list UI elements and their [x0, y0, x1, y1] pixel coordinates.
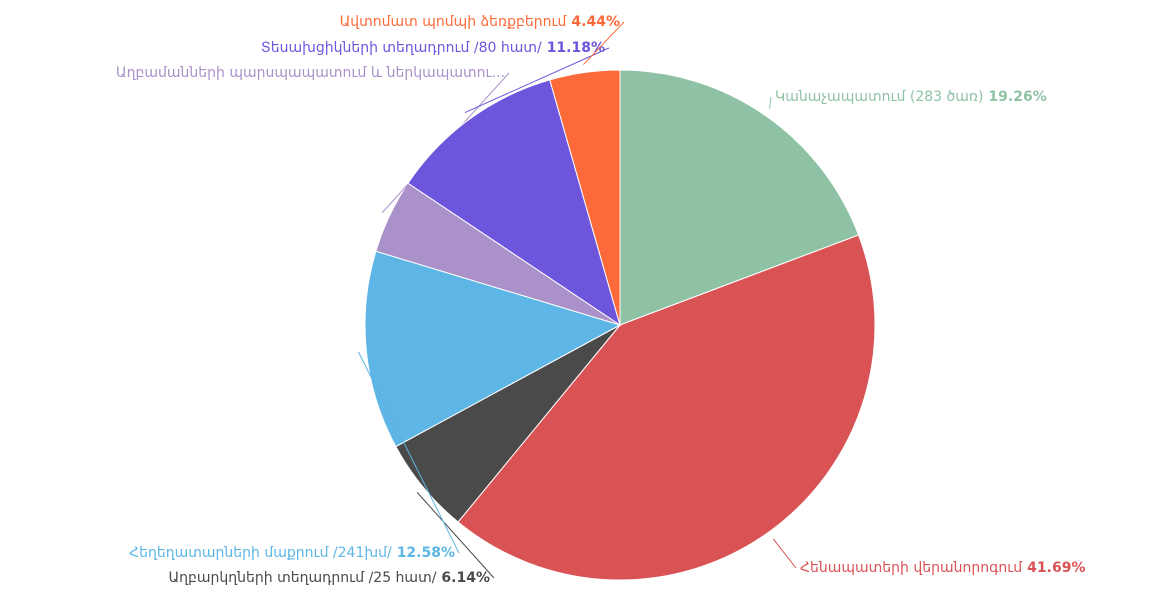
- slice-label: Կանաչապատում (283 ծառ) 19.26%: [775, 89, 1047, 105]
- slice-label: Տեսախցիկների տեղադրում /80 հատ/11.18%: [261, 40, 605, 56]
- slice-label: Հենապատերի վերանորոգում 41.69%: [800, 560, 1085, 576]
- slice-value: 6.14%: [441, 570, 490, 586]
- slice-value: 4.44%: [571, 14, 620, 30]
- leader-line: [769, 96, 772, 109]
- pie-slice: [364, 250, 622, 448]
- slice-value: 41.69%: [1027, 560, 1085, 576]
- leader-line: [357, 351, 460, 554]
- slice-label: Ավտոմատ պոմպի ձեռքբերում 4.44%: [340, 14, 620, 30]
- slice-label: Աղբարկղների տեղադրում /25 հատ/6.14%: [168, 570, 490, 586]
- leader-line: [583, 21, 625, 65]
- leader-line: [464, 47, 610, 113]
- slice-value: 12.58%: [397, 545, 455, 561]
- slice-label: Հեղեղատարների մաքրում /241խմ/12.58%: [129, 545, 455, 561]
- slice-name: Հենապատերի վերանորոգում: [800, 560, 1023, 576]
- slice-value: 11.18%: [547, 40, 605, 56]
- slice-name: Աղբարկղների տեղադրում /25 հատ/: [168, 570, 436, 586]
- slice-name: Տեսախցիկների տեղադրում /80 հատ/: [261, 40, 542, 56]
- pie-slice: [549, 69, 621, 326]
- leader-line: [416, 492, 495, 579]
- slice-name: Աղբամանների պարսպապատում և ներկապատու...: [116, 65, 505, 81]
- slice-value: 19.26%: [988, 89, 1046, 105]
- pie-slice: [457, 234, 876, 581]
- pie-slice: [619, 69, 860, 326]
- slice-name: Ավտոմատ պոմպի ձեռքբերում: [340, 14, 568, 30]
- leader-line: [772, 538, 797, 569]
- slice-name: Կանաչապատում (283 ծառ): [775, 89, 983, 105]
- slice-label: Աղբամանների պարսպապատում և ներկապատու...: [116, 65, 505, 81]
- slice-name: Հեղեղատարների մաքրում /241խմ/: [129, 545, 392, 561]
